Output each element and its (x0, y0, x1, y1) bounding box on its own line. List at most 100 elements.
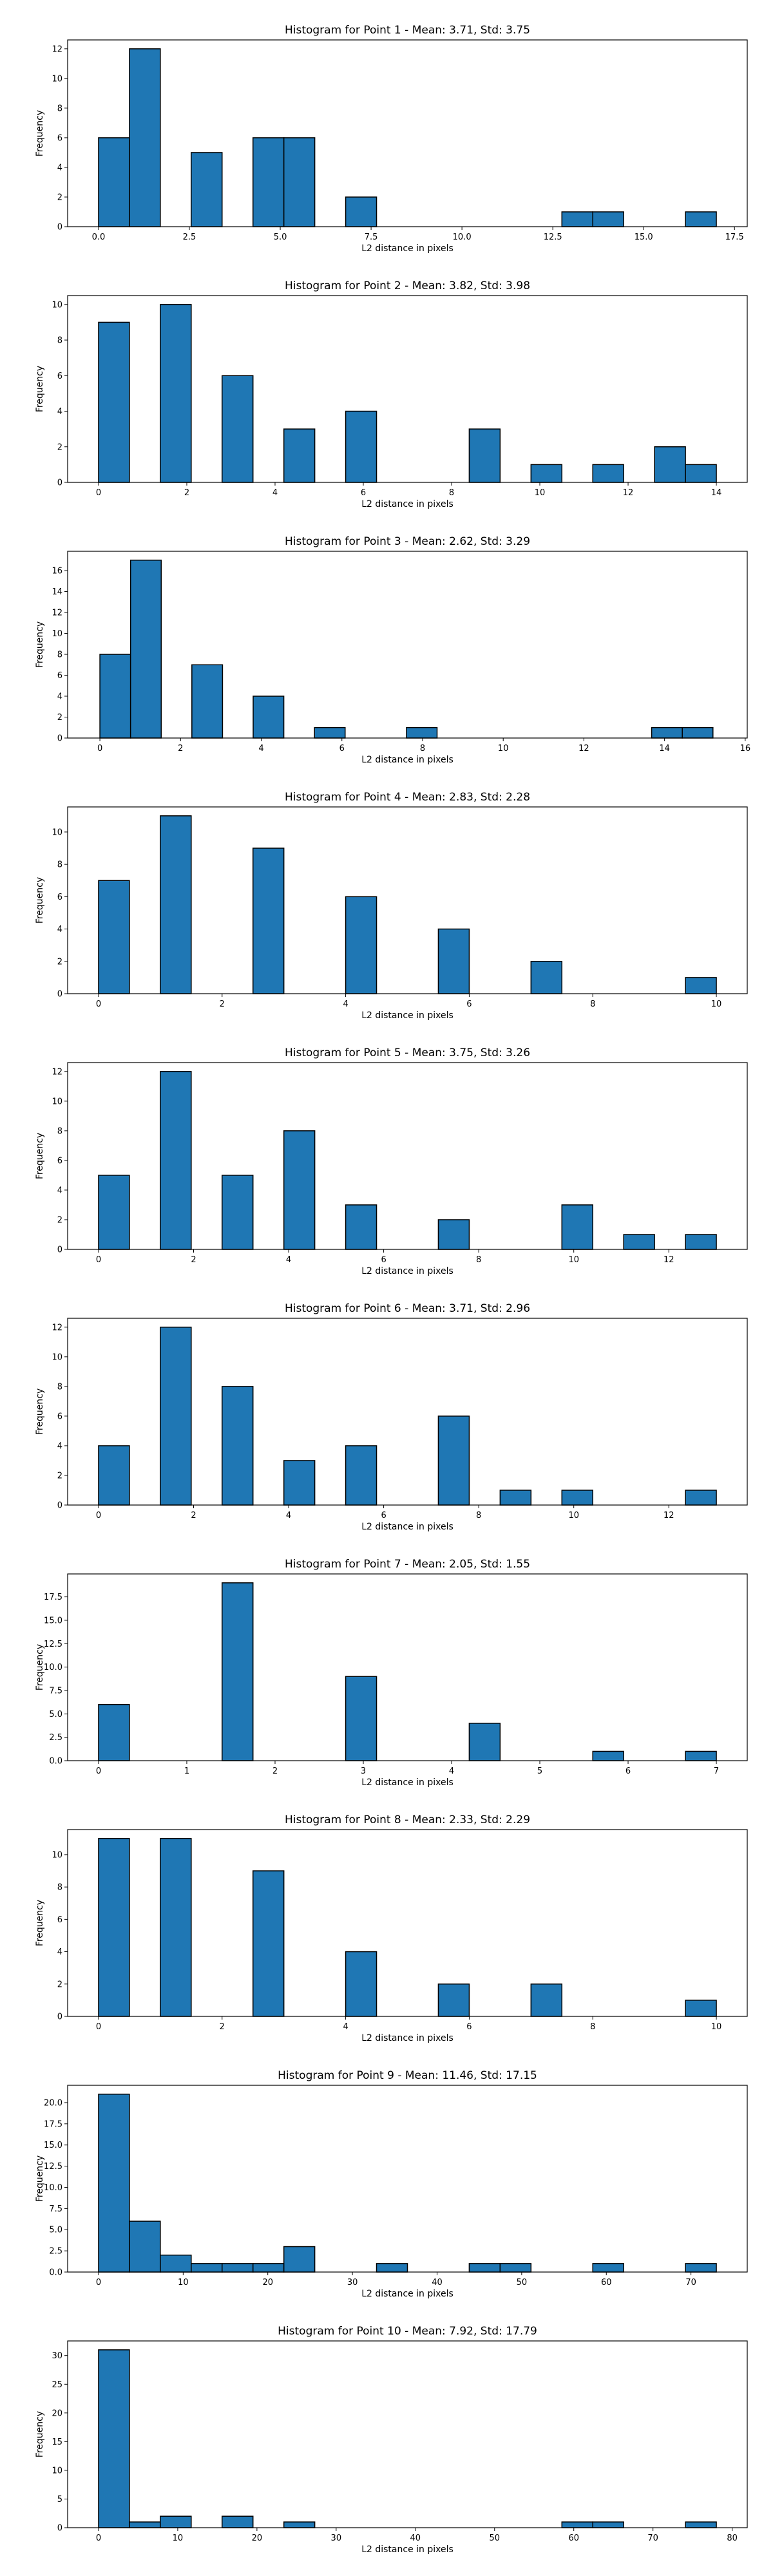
histogram-bar (406, 727, 438, 739)
x-tick-label: 2 (178, 744, 183, 753)
histogram-bar (129, 2521, 161, 2528)
x-tick-label: 2 (220, 999, 225, 1009)
x-axis-label: L2 distance in pixels (361, 499, 453, 509)
y-tick-label: 8 (57, 860, 62, 870)
y-tick-label: 15.0 (44, 1616, 62, 1625)
y-tick-label: 0 (57, 2012, 62, 2022)
histogram-panel-4: Histogram for Point 4 - Mean: 2.83, Std:… (35, 791, 748, 1021)
x-tick-label: 0 (97, 744, 102, 753)
histogram-bar (592, 1750, 624, 1761)
x-tick-label: 60 (568, 2533, 579, 2543)
histogram-bar (345, 196, 377, 227)
y-tick-label: 4 (57, 163, 62, 173)
histogram-bar (592, 211, 624, 227)
x-tick-label: 8 (449, 488, 454, 498)
x-tick-label: 4 (343, 2022, 348, 2032)
y-tick-label: 4 (57, 1947, 62, 1957)
x-tick-label: 2 (272, 1766, 278, 1776)
histogram-bar (530, 961, 563, 994)
y-tick-label: 4 (57, 1441, 62, 1451)
histogram-bar (252, 1870, 285, 2017)
x-tick-label: 10 (568, 1511, 579, 1520)
histogram-panel-1: Histogram for Point 1 - Mean: 3.71, Std:… (35, 24, 748, 254)
x-tick-label: 7.5 (365, 232, 378, 242)
x-axis-label: L2 distance in pixels (361, 1522, 453, 1532)
x-tick-label: 8 (420, 744, 425, 753)
x-tick-label: 6 (466, 2022, 472, 2032)
y-tick-label: 2 (57, 193, 62, 202)
y-tick-label: 4 (57, 407, 62, 417)
y-tick-label: 8 (57, 1382, 62, 1392)
x-tick-label: 14 (659, 744, 670, 753)
x-tick-label: 8 (476, 1255, 481, 1265)
x-tick-label: 30 (331, 2533, 342, 2543)
y-tick-label: 2 (57, 1980, 62, 1989)
x-tick-label: 50 (517, 2278, 528, 2287)
y-tick-label: 2 (57, 957, 62, 967)
histogram-bar (561, 211, 593, 227)
x-tick-label: 60 (601, 2278, 612, 2287)
histogram-bar (222, 1175, 254, 1250)
histogram-bar (682, 727, 714, 739)
histogram-bar (345, 410, 377, 483)
histogram-panel-6: Histogram for Point 6 - Mean: 3.71, Std:… (35, 1302, 748, 1532)
histogram-bar (191, 2263, 223, 2273)
x-tick-label: 1 (184, 1766, 189, 1776)
y-tick-label: 2 (57, 713, 62, 723)
x-axis-label: L2 distance in pixels (361, 1010, 453, 1021)
x-tick-label: 0 (96, 1511, 101, 1520)
x-tick-label: 12 (663, 1511, 674, 1520)
y-tick-label: 25 (52, 2380, 62, 2390)
x-tick-label: 0 (96, 999, 101, 1009)
plot-frame (67, 1573, 748, 1761)
x-tick-label: 3 (361, 1766, 366, 1776)
plot-frame (67, 39, 748, 227)
histogram-bar (252, 137, 285, 227)
x-axis-label: L2 distance in pixels (361, 1266, 453, 1276)
x-tick-label: 4 (258, 744, 263, 753)
histogram-bar (345, 1445, 377, 1506)
y-tick-label: 12 (52, 44, 62, 54)
histogram-bar (222, 375, 254, 483)
histogram-bar (252, 2263, 285, 2273)
histogram-bar (98, 321, 130, 483)
histogram-bar (98, 2349, 130, 2528)
histogram-bar (345, 1951, 377, 2017)
x-tick-label: 5.0 (274, 232, 287, 242)
x-axis-label: L2 distance in pixels (361, 755, 453, 765)
x-tick-label: 12 (623, 488, 634, 498)
x-tick-label: 5 (537, 1766, 542, 1776)
x-tick-label: 4 (343, 999, 348, 1009)
y-axis-label: Frequency (35, 1133, 45, 1179)
histogram-bar (345, 1204, 377, 1250)
histogram-bar (685, 2521, 717, 2528)
y-tick-label: 2 (57, 1215, 62, 1225)
histogram-bar (685, 2263, 717, 2273)
y-tick-label: 0 (57, 1501, 62, 1511)
histogram-bar (160, 2254, 192, 2273)
histogram-bar (685, 2000, 717, 2017)
y-tick-label: 10 (52, 1850, 62, 1860)
y-tick-label: 6 (57, 671, 62, 681)
y-tick-label: 10 (52, 629, 62, 639)
histogram-bar (468, 428, 501, 483)
chart-title: Histogram for Point 2 - Mean: 3.82, Std:… (285, 279, 530, 292)
y-tick-label: 2.5 (49, 2247, 62, 2257)
x-tick-label: 6 (361, 488, 366, 498)
x-axis-label: L2 distance in pixels (361, 243, 453, 254)
histogram-bar (623, 1234, 655, 1250)
histogram-panel-10: Histogram for Point 10 - Mean: 7.92, Std… (35, 2325, 748, 2555)
y-axis-label: Frequency (35, 1900, 45, 1946)
y-tick-label: 5.0 (49, 1710, 62, 1719)
y-tick-label: 5 (57, 2495, 62, 2505)
histogram-bar (222, 1582, 254, 1761)
x-tick-label: 0 (96, 488, 101, 498)
histogram-bar (468, 2263, 501, 2273)
histogram-bar (499, 1490, 532, 1506)
y-tick-label: 4 (57, 1186, 62, 1195)
x-tick-label: 10 (173, 2533, 184, 2543)
x-tick-label: 40 (410, 2533, 421, 2543)
y-tick-label: 10 (52, 828, 62, 837)
histogram-bar (98, 1175, 130, 1250)
